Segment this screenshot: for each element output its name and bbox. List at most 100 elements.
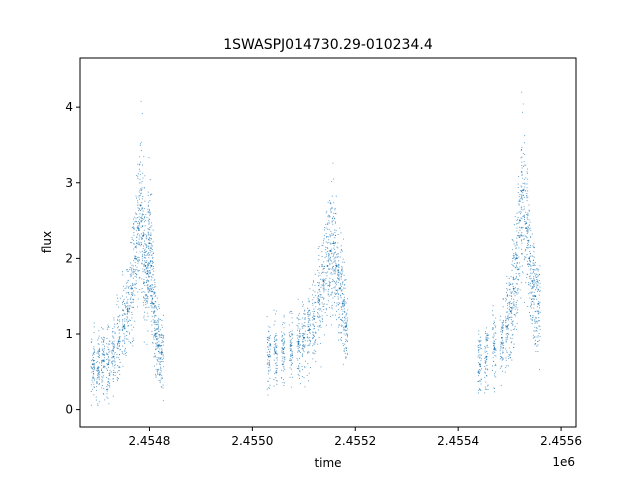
data-point (118, 329, 120, 331)
data-point (338, 260, 340, 262)
data-point (338, 264, 340, 266)
data-point (340, 270, 342, 272)
data-point (299, 331, 301, 333)
data-point (314, 273, 316, 275)
data-point (139, 251, 141, 253)
data-points (90, 91, 541, 407)
data-point (140, 188, 142, 190)
data-point (307, 329, 309, 332)
data-point (486, 336, 488, 338)
data-point (131, 271, 133, 273)
data-point (92, 352, 94, 354)
data-point (281, 346, 283, 349)
data-point (298, 329, 301, 332)
data-point (269, 350, 271, 352)
data-point (141, 250, 143, 253)
data-point (106, 385, 108, 388)
data-point (331, 242, 333, 245)
data-point (337, 326, 339, 328)
data-point (101, 381, 103, 383)
data-point (276, 364, 278, 367)
data-point (531, 233, 533, 235)
data-point (126, 296, 128, 298)
data-point (507, 307, 509, 309)
data-point (157, 369, 159, 371)
data-point (511, 337, 513, 340)
data-point (98, 374, 100, 376)
data-point (502, 327, 504, 329)
data-point (117, 345, 119, 347)
data-point (523, 189, 525, 191)
data-point (161, 324, 163, 326)
data-point (103, 388, 105, 390)
data-point (341, 273, 343, 275)
data-point (327, 259, 329, 262)
data-point (132, 282, 134, 284)
data-point (511, 249, 513, 251)
data-point (512, 258, 514, 260)
data-point (145, 268, 147, 270)
data-point (318, 295, 320, 297)
data-point (97, 360, 99, 362)
data-point (148, 242, 151, 245)
data-point (121, 330, 123, 332)
data-point (527, 215, 529, 217)
data-point (311, 316, 314, 319)
data-point (521, 235, 523, 237)
data-point (100, 337, 103, 339)
data-point (142, 177, 144, 179)
data-point (139, 178, 141, 181)
data-point (93, 386, 95, 389)
data-point (159, 318, 161, 320)
data-point (340, 337, 343, 339)
data-point (337, 278, 340, 280)
data-point (516, 220, 518, 222)
data-point (317, 308, 319, 311)
data-point (526, 171, 528, 173)
data-point (525, 221, 527, 223)
data-point (113, 326, 115, 328)
data-point (534, 264, 536, 266)
data-point (532, 282, 534, 284)
data-point (303, 345, 305, 347)
data-point (291, 330, 293, 332)
data-point (510, 292, 512, 294)
data-point (132, 306, 135, 308)
data-point (309, 312, 312, 314)
data-point (163, 341, 165, 343)
data-point (317, 313, 319, 315)
data-point (276, 353, 278, 355)
data-point (502, 343, 504, 345)
data-point (520, 233, 522, 236)
data-point (330, 294, 332, 296)
data-point (335, 256, 337, 258)
data-point (317, 343, 319, 345)
data-point (341, 339, 343, 341)
data-point (152, 241, 154, 243)
data-point (514, 314, 516, 316)
data-point (327, 268, 329, 270)
data-point (493, 360, 495, 362)
data-point (147, 211, 149, 213)
data-point (159, 382, 161, 384)
data-point (102, 353, 104, 356)
data-point (122, 323, 124, 325)
data-point (327, 290, 329, 292)
data-point (156, 297, 158, 299)
data-point (508, 306, 510, 308)
data-point (124, 350, 126, 352)
data-point (318, 308, 320, 310)
data-point (139, 288, 141, 291)
data-point (525, 227, 528, 229)
data-point (141, 218, 143, 220)
data-point (137, 242, 139, 244)
data-point (297, 317, 299, 319)
data-point (283, 361, 285, 363)
data-point (151, 193, 153, 195)
data-point (527, 273, 529, 275)
data-point (338, 277, 340, 279)
data-point (532, 295, 534, 297)
data-point (341, 265, 343, 268)
data-point (332, 280, 334, 282)
data-point (538, 273, 541, 275)
